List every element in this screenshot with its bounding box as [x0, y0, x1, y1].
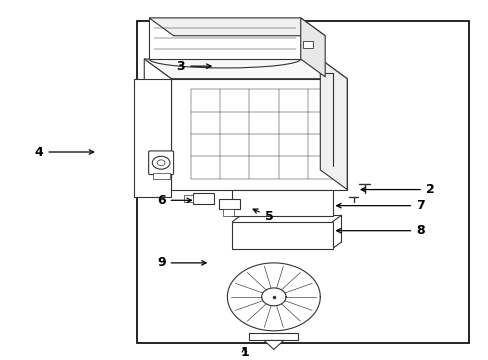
Polygon shape	[320, 59, 346, 190]
Text: 2: 2	[361, 183, 434, 196]
Text: 7: 7	[336, 199, 424, 212]
Bar	[137, 22, 468, 343]
Circle shape	[157, 160, 165, 166]
Bar	[184, 194, 193, 202]
Polygon shape	[149, 18, 325, 36]
Text: 9: 9	[157, 256, 205, 269]
Polygon shape	[300, 18, 325, 77]
Bar	[193, 193, 213, 204]
Text: 1: 1	[240, 346, 248, 359]
Polygon shape	[144, 59, 171, 190]
Polygon shape	[264, 341, 283, 350]
Polygon shape	[149, 18, 300, 59]
FancyBboxPatch shape	[148, 151, 173, 175]
Circle shape	[152, 156, 170, 169]
Text: 3: 3	[176, 60, 210, 73]
Bar	[232, 190, 332, 216]
Text: 8: 8	[336, 224, 424, 237]
Text: 4: 4	[35, 145, 93, 158]
Polygon shape	[144, 59, 346, 79]
Text: 5: 5	[253, 209, 273, 223]
Bar	[134, 79, 171, 197]
Bar	[171, 79, 346, 190]
Bar	[232, 222, 332, 248]
Bar	[249, 333, 298, 341]
Bar	[223, 209, 234, 216]
Bar	[152, 174, 169, 179]
Text: 6: 6	[157, 194, 191, 207]
Bar	[303, 41, 312, 48]
Bar	[219, 198, 239, 209]
